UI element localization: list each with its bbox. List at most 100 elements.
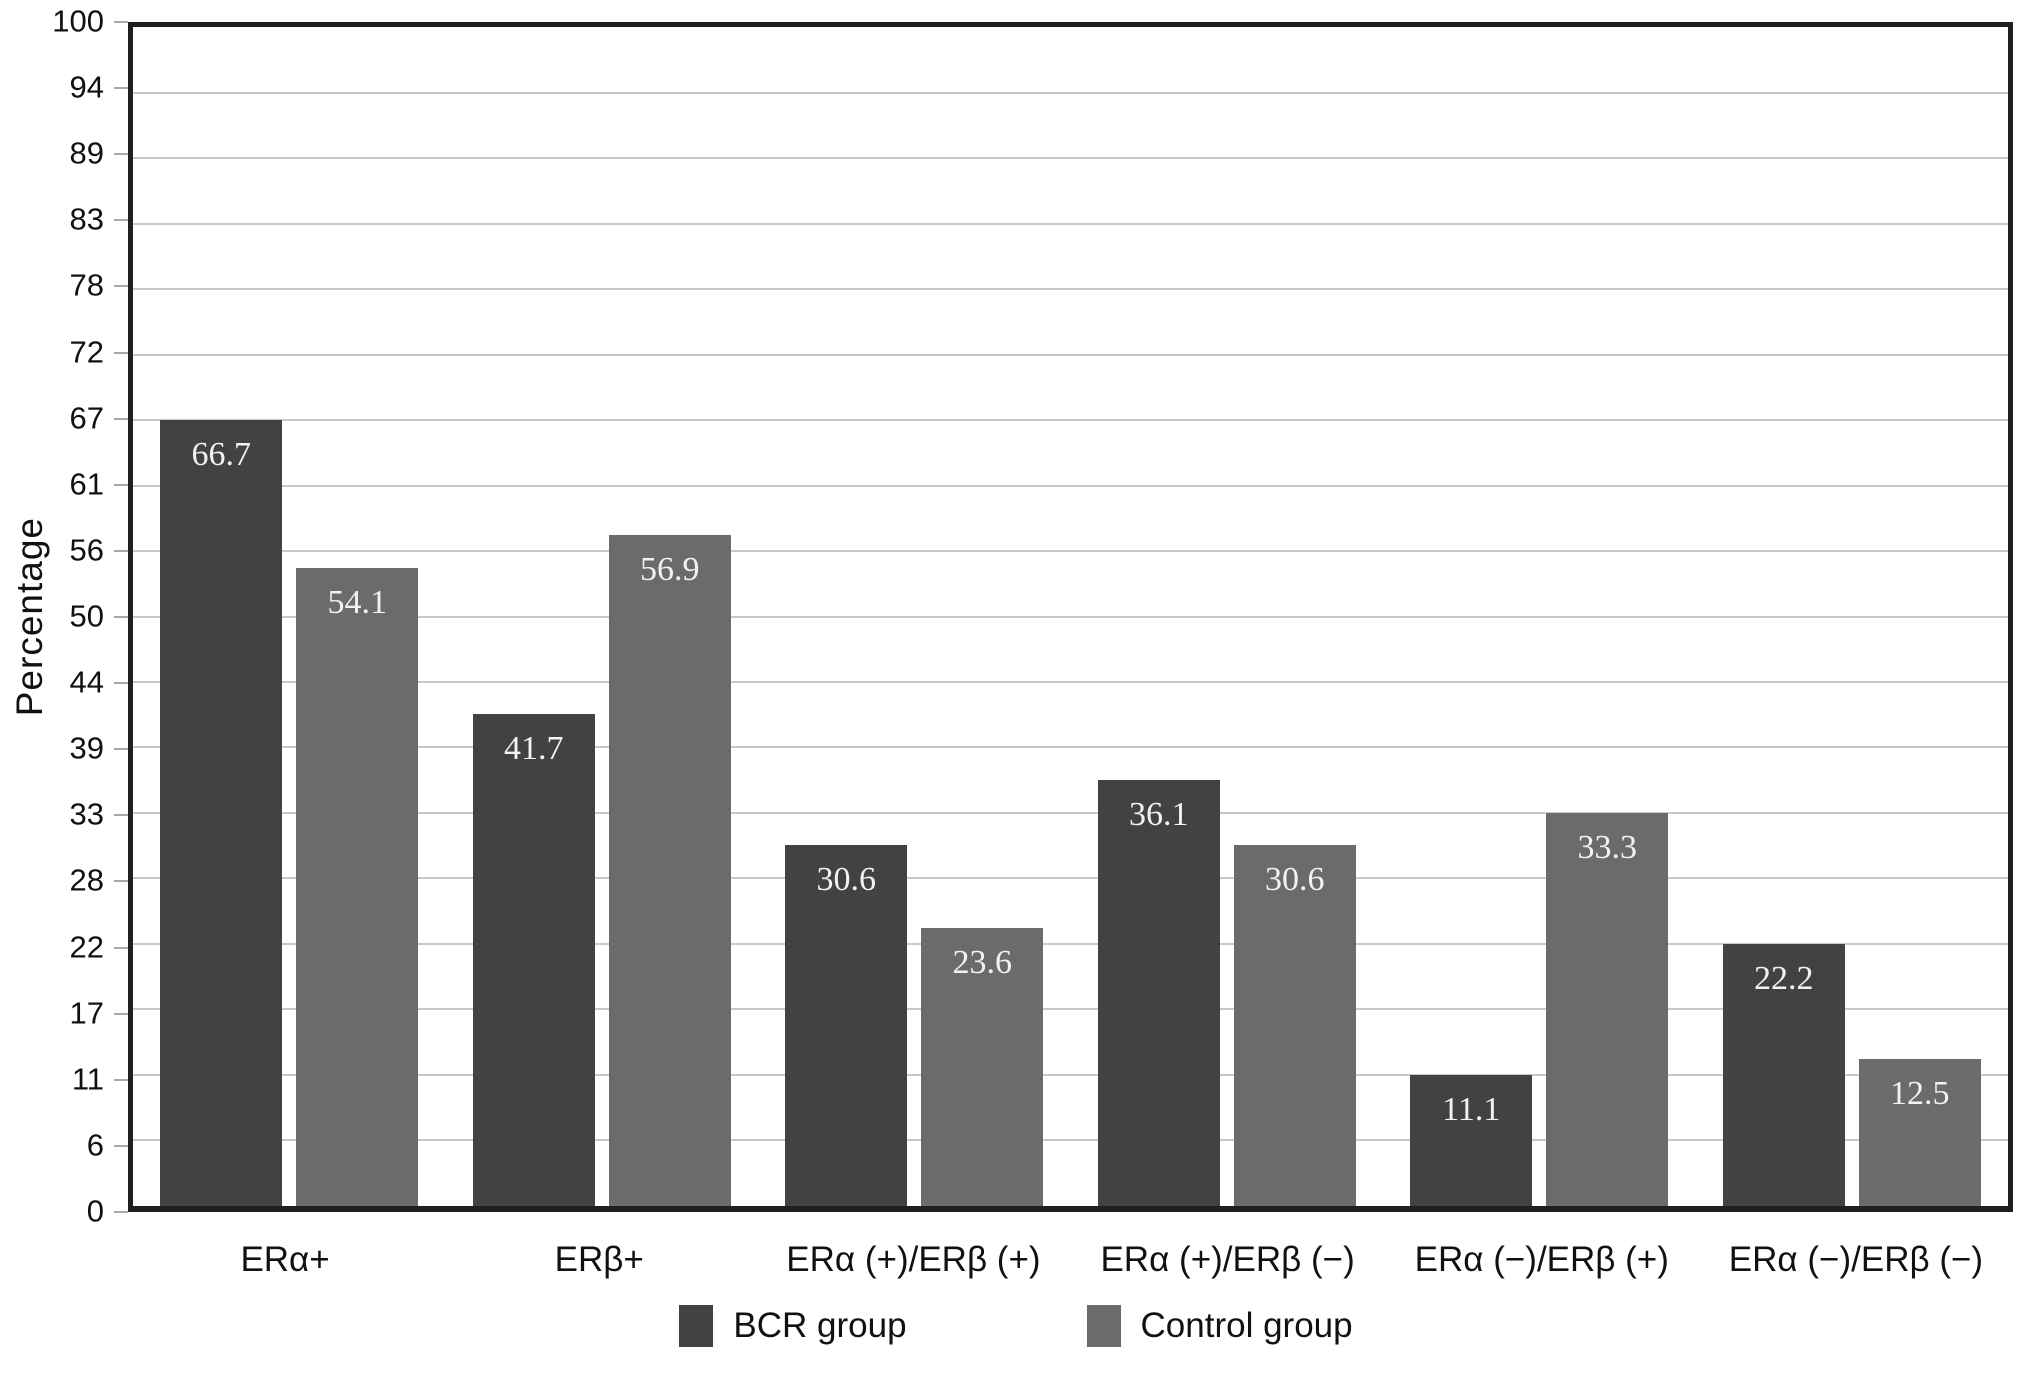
- bar-control-group: 54.1: [296, 568, 419, 1206]
- bar-bcr-group: 41.7: [472, 714, 595, 1206]
- bar-value-label: 11.1: [1442, 1091, 1501, 1129]
- bar-bcr-group: 36.1: [1097, 780, 1220, 1206]
- x-category-label: ERα (+)/ERβ (+): [786, 1240, 1041, 1279]
- y-tick-mark: [114, 946, 128, 949]
- gridline: [133, 943, 2008, 946]
- gridline: [133, 91, 2008, 94]
- y-tick-mark: [114, 417, 128, 420]
- bar-group-er-er: 22.2 12.5: [1696, 27, 2009, 1206]
- y-tick-label: 44: [69, 664, 104, 700]
- y-tick-mark: [114, 285, 128, 288]
- bar-value-label: 33.3: [1577, 829, 1638, 867]
- gridline: [133, 353, 2008, 356]
- gridline: [133, 746, 2008, 749]
- y-tick-label: 22: [69, 928, 104, 964]
- bar-value-label: 30.6: [1265, 861, 1325, 899]
- bar-value-label: 66.7: [191, 435, 252, 473]
- y-tick-label: 33: [69, 796, 104, 832]
- bar-group-er-er: 30.6 23.6: [758, 27, 1071, 1206]
- x-category-label: ERβ+: [554, 1240, 644, 1279]
- y-tick-mark: [114, 616, 128, 618]
- y-tick-mark: [114, 1144, 128, 1147]
- y-axis: 100 94 89 83 78 72 67 61 56 50 44 39 33 28 22 17 11 6 0: [0, 3, 128, 1228]
- bar-control-group: 33.3: [1546, 813, 1669, 1206]
- bar-value-label: 36.1: [1129, 796, 1189, 834]
- gridline: [133, 615, 2008, 618]
- gridline: [133, 877, 2008, 880]
- legend-swatch-control-group: [1086, 1305, 1121, 1347]
- gridline: [133, 484, 2008, 487]
- bar-value-label: 23.6: [952, 943, 1013, 981]
- y-tick-label: 6: [86, 1127, 104, 1163]
- y-tick-label: 56: [69, 532, 104, 568]
- bar-bcr-group: 11.1: [1410, 1075, 1533, 1206]
- bar-group-er-er: 11.1 33.3: [1383, 27, 1696, 1206]
- x-category-label: ERα (−)/ERβ (−): [1728, 1240, 1984, 1279]
- legend-item-control-group: Control group: [1086, 1305, 1353, 1347]
- legend: BCR group Control group: [0, 1305, 2032, 1347]
- y-tick-label: 0: [86, 1193, 104, 1229]
- bar-bcr-group: 66.7: [160, 419, 283, 1206]
- y-tick-mark: [114, 1078, 128, 1081]
- gridlines-layer: [133, 27, 2008, 1206]
- y-tick-label: 50: [69, 598, 104, 634]
- bar-value-label: 22.2: [1754, 960, 1814, 998]
- bar-value-label: 41.7: [504, 730, 564, 768]
- y-tick-label: 94: [69, 69, 104, 105]
- y-tick-label: 100: [52, 3, 104, 39]
- gridline: [133, 812, 2008, 815]
- y-tick-mark: [114, 682, 128, 685]
- bar-bcr-group: 30.6: [785, 845, 908, 1206]
- y-tick-mark: [114, 21, 128, 23]
- y-tick-label: 28: [69, 862, 104, 898]
- y-tick-mark: [114, 814, 128, 817]
- bar-bcr-group: 22.2: [1722, 944, 1845, 1206]
- y-tick-mark: [114, 748, 128, 751]
- gridline: [133, 549, 2008, 552]
- gridline: [133, 681, 2008, 684]
- bar-value-label: 12.5: [1890, 1074, 1950, 1112]
- gridline: [133, 418, 2008, 421]
- y-tick-label: 89: [69, 135, 104, 171]
- bar-value-label: 56.9: [640, 551, 700, 589]
- y-tick-label: 83: [69, 201, 104, 237]
- y-tick-label: 67: [69, 399, 104, 435]
- y-tick-mark: [114, 880, 128, 883]
- y-tick-mark: [114, 1211, 128, 1213]
- legend-swatch-bcr-group: [679, 1305, 714, 1347]
- bar-control-group: 23.6: [921, 927, 1044, 1206]
- x-category-label: ERα (+)/ERβ (−): [1100, 1240, 1355, 1279]
- y-tick-mark: [114, 549, 128, 552]
- y-tick-mark: [114, 483, 128, 486]
- y-tick-mark: [114, 1012, 128, 1015]
- legend-label: Control group: [1140, 1306, 1353, 1345]
- bar-groups-row: 66.7 54.1 41.7 56.9 30.6 23.6 36.1 30.6 11.1 33.3…: [133, 27, 2008, 1206]
- legend-item-bcr-group: BCR group: [679, 1305, 907, 1347]
- x-category-label: ERα (−)/ERβ (+): [1414, 1240, 1669, 1279]
- x-axis-labels-row: ERα+ ERβ+ ERα (+)/ERβ (+) ERα (+)/ERβ (−) ER…: [128, 1240, 2013, 1280]
- y-tick-label: 11: [71, 1061, 104, 1097]
- y-tick-mark: [114, 351, 128, 354]
- bar-group-er-er: 36.1 30.6: [1071, 27, 1384, 1206]
- gridline: [133, 222, 2008, 225]
- bar-control-group: 12.5: [1858, 1058, 1981, 1206]
- y-tick-label: 17: [69, 994, 104, 1030]
- bar-group-er: 41.7 56.9: [446, 27, 759, 1206]
- gridline: [133, 1074, 2008, 1076]
- bar-control-group: 56.9: [608, 535, 731, 1206]
- gridline: [133, 1008, 2008, 1011]
- bar-control-group: 30.6: [1233, 845, 1356, 1206]
- y-tick-label: 78: [69, 267, 104, 303]
- y-tick-mark: [114, 87, 128, 90]
- bar-value-label: 54.1: [327, 584, 388, 622]
- y-tick-mark: [114, 153, 128, 156]
- y-tick-label: 61: [69, 466, 104, 502]
- gridline: [133, 1139, 2008, 1142]
- x-category-label: ERα+: [240, 1240, 330, 1279]
- bar-group-er: 66.7 54.1: [133, 27, 446, 1206]
- y-tick-label: 72: [69, 333, 104, 369]
- y-tick-mark: [114, 219, 128, 222]
- gridline: [133, 156, 2008, 159]
- plot-area: 66.7 54.1 41.7 56.9 30.6 23.6 36.1 30.6 11.1 33.3…: [128, 22, 2013, 1212]
- legend-label: BCR group: [733, 1306, 907, 1345]
